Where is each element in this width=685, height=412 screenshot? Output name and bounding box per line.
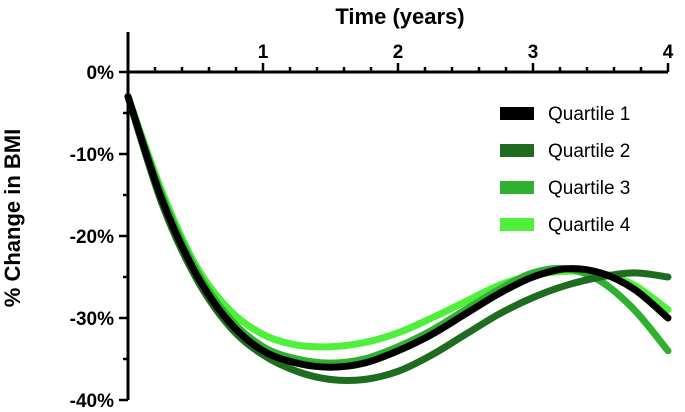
legend-label-quartile-2: Quartile 2 xyxy=(548,141,630,162)
legend-label-quartile-1: Quartile 1 xyxy=(548,104,630,125)
y-tick-label: -20% xyxy=(70,227,114,248)
legend-swatch-quartile-2 xyxy=(500,144,534,157)
legend-swatch-quartile-4 xyxy=(500,218,534,231)
ticks: 1 2 3 4 0% -10% -20% -30% -40% xyxy=(70,42,674,412)
y-tick-label: -30% xyxy=(70,309,114,330)
legend-label-quartile-4: Quartile 4 xyxy=(548,215,631,236)
y-tick-label: -10% xyxy=(70,145,114,166)
x-tick-label: 2 xyxy=(393,42,404,63)
y-tick-label: 0% xyxy=(87,63,115,84)
x-axis-title: Time (years) xyxy=(335,4,464,29)
x-tick-label: 4 xyxy=(663,42,674,63)
legend-label-quartile-3: Quartile 3 xyxy=(548,178,630,199)
x-tick-label: 1 xyxy=(258,42,269,63)
y-axis-title: % Change in BMI xyxy=(0,129,25,307)
legend-swatch-quartile-1 xyxy=(500,107,534,120)
series-line-quartile-1 xyxy=(124,93,672,371)
series-line-quartile-2 xyxy=(124,93,672,385)
series-group xyxy=(124,93,672,385)
y-tick-label: -40% xyxy=(70,391,114,412)
x-tick-label: 3 xyxy=(528,42,539,63)
legend: Quartile 1 Quartile 2 Quartile 3 Quartile 4 xyxy=(500,104,631,236)
legend-swatch-quartile-3 xyxy=(500,181,534,194)
